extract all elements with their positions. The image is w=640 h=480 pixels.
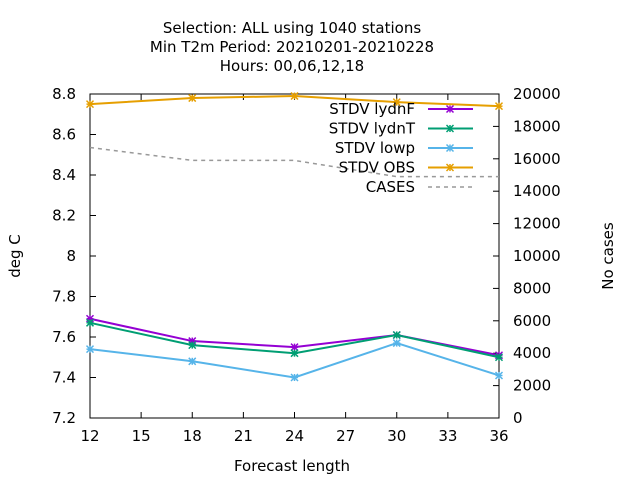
x-tick-label: 24 [285,427,304,445]
y-tick-label: 7.2 [52,409,76,427]
series-stdv-obs [85,91,504,111]
x-tick-label: 33 [438,427,457,445]
plot-frame [89,93,500,419]
y2-tick-label: 6000 [513,312,551,330]
chart-title: Selection: ALL using 1040 stations Min T… [150,19,434,75]
y2-tick-label: 16000 [513,150,561,168]
chart-title-line-3: Hours: 00,06,12,18 [220,57,364,75]
y-tick-label: 8.2 [52,207,76,225]
x-tick-label: 18 [183,427,202,445]
y2-tick-label: 20000 [513,85,561,103]
y2-tick-label: 4000 [513,344,551,362]
chart-title-line-2: Min T2m Period: 20210201-20210228 [150,38,434,56]
y2-tick-label: 12000 [513,215,561,233]
x-tick-label: 27 [336,427,355,445]
x-tick-label: 12 [80,427,99,445]
legend-label-stdv-lydnt: STDV lydnT [329,120,416,138]
x-tick-label: 36 [489,427,508,445]
y2-tick-label: 2000 [513,377,551,395]
y-tick-label: 8.6 [52,126,76,144]
y-tick-label: 7.4 [52,369,76,387]
x-axis-label: Forecast length [234,457,350,475]
y2-tick-label: 18000 [513,117,561,135]
axis-ticks: 12 15 18 21 24 27 30 33 36 7.2 7.4 7.6 7.8 8 8.2 8.4 8.6… [52,85,561,445]
y-axis-label: deg C [6,234,24,278]
series-layer [85,91,504,382]
legend-label-stdv-obs: STDV OBS [339,159,415,177]
y-tick-label: 8.8 [52,85,76,103]
y-tick-label: 7.6 [52,328,76,346]
legend-label-cases: CASES [366,178,415,196]
y-tick-label: 7.8 [52,288,76,306]
y2-tick-label: 10000 [513,247,561,265]
series-stdv-lydnt [85,318,504,362]
series-cases [89,146,499,178]
series-stdv-lowp [85,339,504,382]
series-line-cases [89,146,499,178]
y-tick-label: 8 [66,247,76,265]
y2-tick-label: 0 [513,409,523,427]
y-tick-label: 8.4 [52,166,76,184]
x-tick-label: 30 [387,427,406,445]
x-tick-label: 15 [132,427,151,445]
y2-tick-label: 8000 [513,279,551,297]
y2-axis-label: No cases [599,222,617,290]
chart-title-line-1: Selection: ALL using 1040 stations [163,19,422,37]
legend-label-stdv-lydnf: STDV lydnF [329,100,415,118]
legend-label-stdv-lowp: STDV lowp [335,139,415,157]
y2-tick-label: 14000 [513,182,561,200]
x-tick-label: 21 [234,427,253,445]
